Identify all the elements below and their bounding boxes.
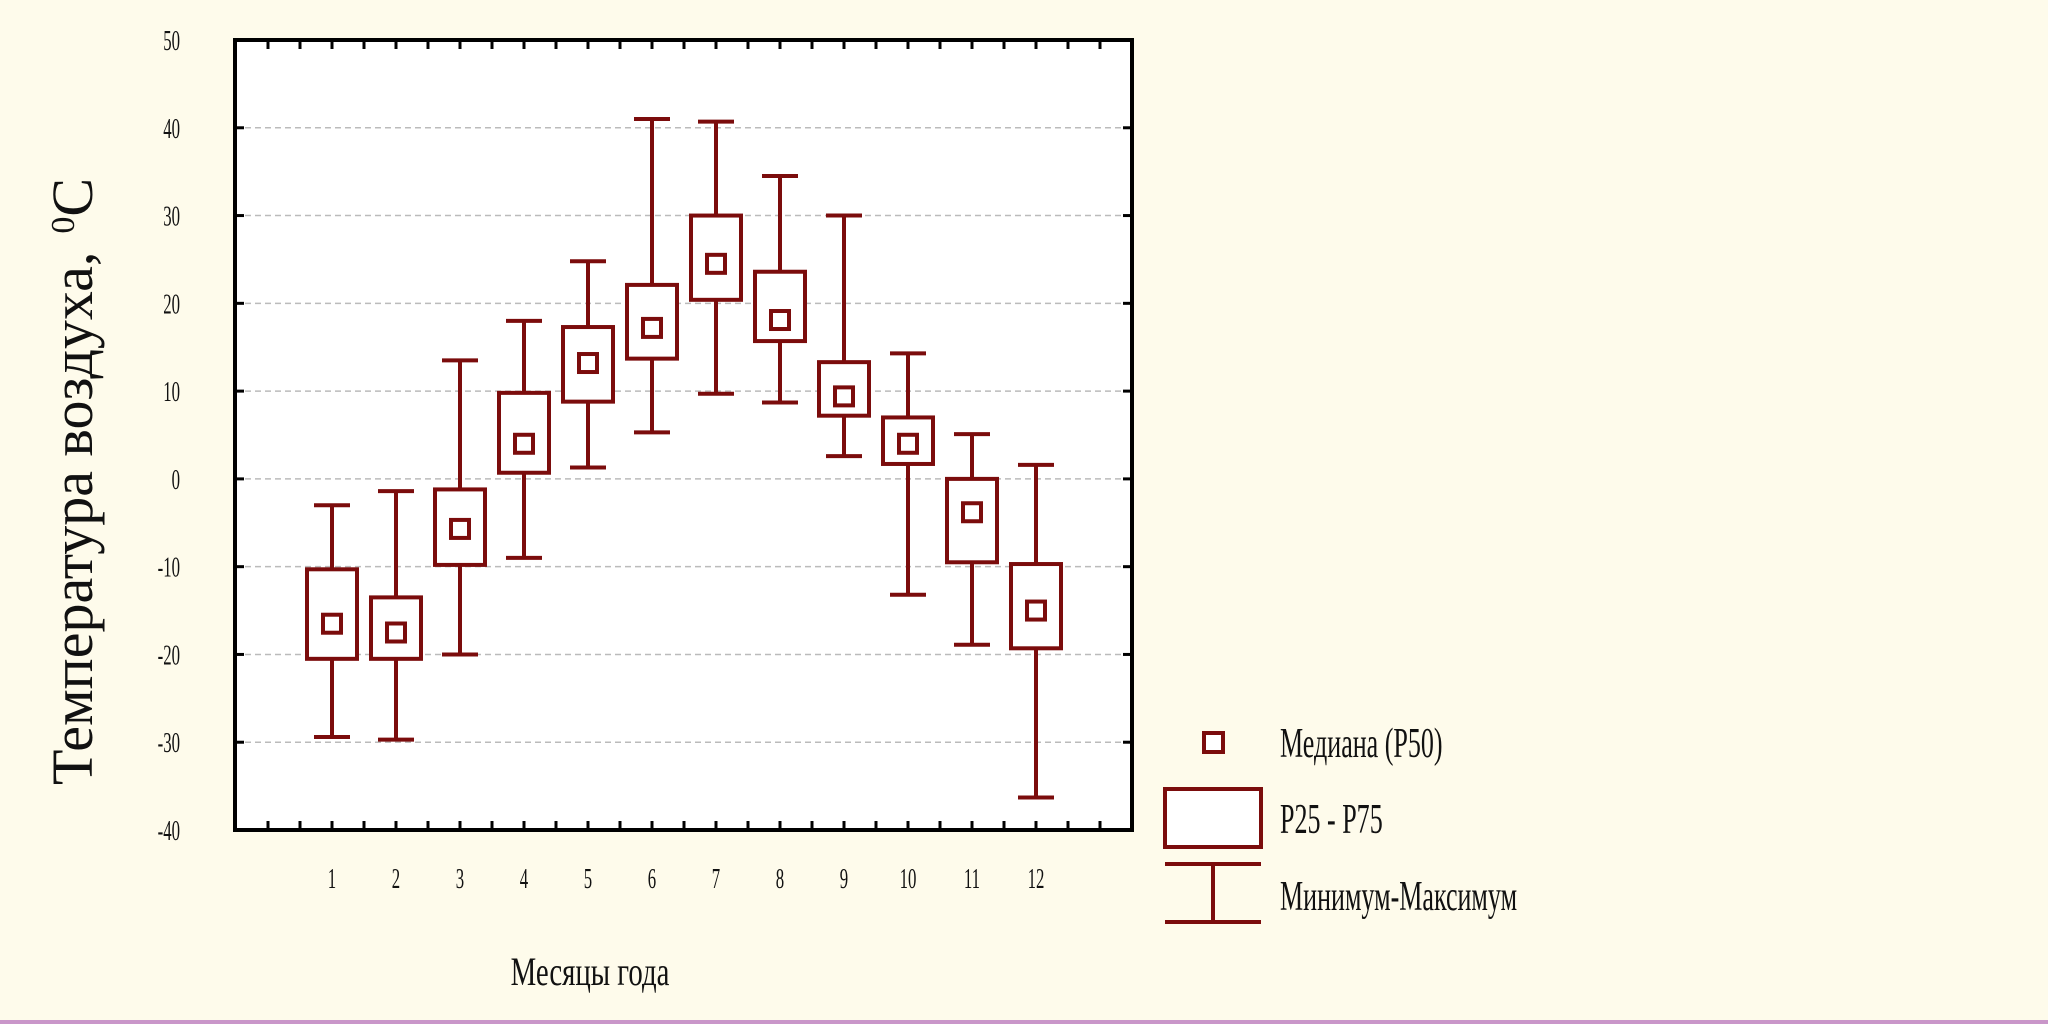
median-marker [577,352,599,375]
box-month-10 [881,351,935,597]
y-axis-unit-superscript: 0 [45,217,82,234]
y-axis-title-group: Температура воздуха, 0C [40,178,105,785]
bottom-border [0,1020,2048,1024]
legend-range-label: Минимум-Максимум [1280,873,1517,920]
x-tick-label: 7 [712,863,720,895]
y-tick-labels: 50 40 30 20 10 0 -10 -20 -30 -40 [158,25,180,847]
median-marker [321,612,343,635]
median-marker [513,432,535,455]
y-axis-unit: C [40,178,105,217]
legend-iqr-label: P25 - P75 [1280,796,1383,843]
plot-frame [233,38,1134,832]
legend-median-marker [1202,731,1225,754]
box-month-8 [753,174,807,405]
y-tick-label: 30 [163,200,180,232]
median-marker [833,385,855,408]
x-tick-label: 8 [776,863,784,895]
x-tick-label: 12 [1028,863,1045,895]
x-tick-label: 5 [584,863,592,895]
x-axis-title: Месяцы года [511,949,670,994]
box-month-5 [561,259,615,470]
box-month-7 [689,119,743,396]
median-marker [641,316,663,339]
median-marker [769,309,791,332]
median-marker [897,432,919,455]
box-month-9 [817,213,871,459]
median-marker [705,252,727,275]
y-axis-title-text: Температура воздуха, [40,252,105,785]
y-tick-label: 10 [163,376,180,408]
median-marker [385,621,407,644]
y-tick-label: -40 [158,815,180,847]
box-month-1 [305,503,359,739]
x-tick-label: 9 [840,863,848,895]
iqr-box [625,282,679,361]
box-month-12 [1009,462,1063,800]
box-month-6 [625,117,679,435]
median-marker [1025,599,1047,622]
box-month-3 [433,358,487,657]
x-tick-label: 10 [900,863,917,895]
box-month-4 [497,318,551,560]
y-tick-label: 20 [163,288,180,320]
y-tick-label: -30 [158,727,180,759]
legend-iqr-box [1163,787,1263,849]
y-tick-label: 0 [172,463,180,495]
legend: Медиана (P50) P25 - P75 Минимум-Максимум [1163,720,1517,924]
x-tick-label: 1 [328,863,336,895]
y-tick-label: -20 [158,639,180,671]
plot-area [235,40,1132,830]
legend-median-label: Медиана (P50) [1280,720,1443,767]
x-tick-labels: 1 2 3 4 5 6 7 8 9 10 11 12 [328,863,1045,895]
box-series [305,117,1063,800]
box-month-11 [945,432,999,647]
y-tick-label: 40 [163,112,180,144]
x-tick-label: 11 [964,863,980,895]
legend-range-whisker [1165,862,1261,924]
x-tick-label: 4 [520,863,529,895]
x-tick-label: 3 [456,863,464,895]
y-tick-label: -10 [158,551,180,583]
box-month-2 [369,489,423,742]
y-axis-title: Температура воздуха, 0C [40,178,105,785]
median-marker [449,517,471,540]
y-tick-label: 50 [163,25,180,57]
x-tick-label: 2 [392,863,400,895]
x-tick-label: 6 [648,863,656,895]
median-marker [961,501,983,524]
